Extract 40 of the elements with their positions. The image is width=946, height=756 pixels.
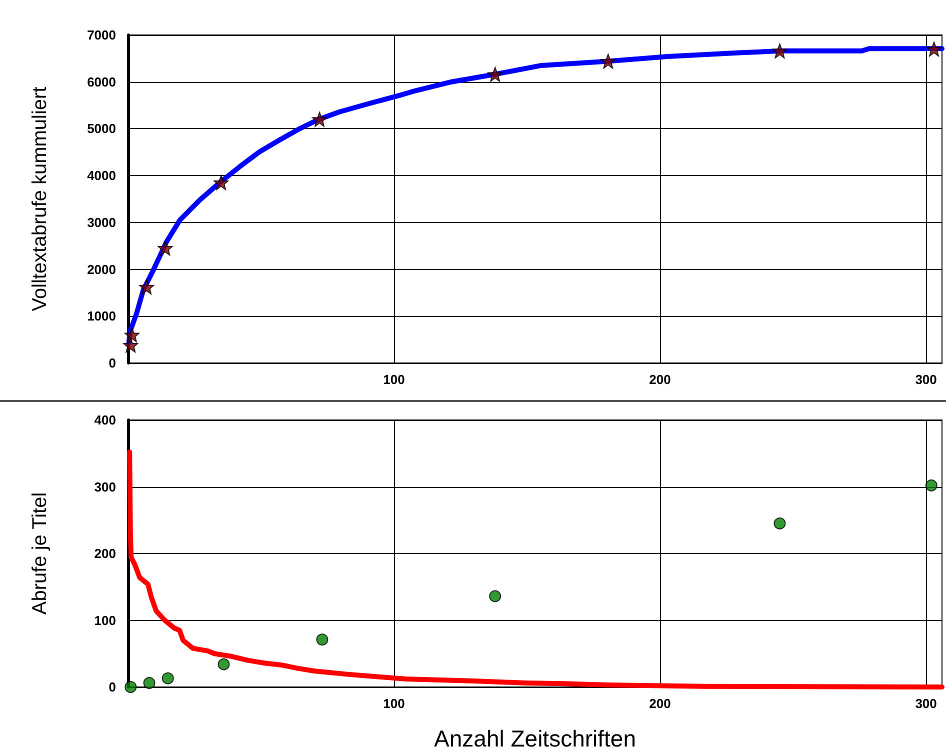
y-tick-label: 6000 [87,74,116,90]
x-tick-label: 100 [383,696,405,711]
y-tick-label: 4000 [87,168,116,184]
y-tick-label: 400 [94,412,116,428]
y-axis-title: Volltextabrufe kummuliert [29,86,51,312]
x-axis-title: Anzahl Zeitschriften [434,726,636,752]
y-tick-label: 0 [108,680,116,694]
point [143,677,156,689]
y-tick-label: 2000 [87,262,116,277]
y-tick-label: 7000 [87,28,116,42]
x-tick-label: 200 [649,372,671,387]
x-tick-label: 100 [383,372,405,387]
y-axis-title: Abrufe je Titel [29,492,51,615]
point [600,54,616,69]
point [124,327,140,342]
point [488,66,503,82]
point [774,517,786,530]
point [926,42,942,57]
y-tick-label: 3000 [87,214,116,230]
x-tick-label: 200 [649,696,671,711]
x-tick-label: 300 [915,372,937,387]
y-tick-label: 100 [94,612,116,628]
point [316,634,328,646]
point [312,112,328,127]
y-tick-label: 0 [108,356,116,370]
point [124,681,137,693]
point [489,590,502,602]
point [123,338,138,353]
point [214,175,229,190]
point [139,280,154,295]
point [772,43,788,58]
x-tick-label: 300 [915,696,937,711]
y-tick-label: 300 [94,479,116,494]
y-tick-label: 1000 [87,308,116,324]
y-tick-label: 5000 [87,121,116,136]
y-tick-label: 200 [94,546,116,561]
point [162,672,174,684]
point [218,658,230,670]
point [158,240,173,256]
point [925,479,938,492]
